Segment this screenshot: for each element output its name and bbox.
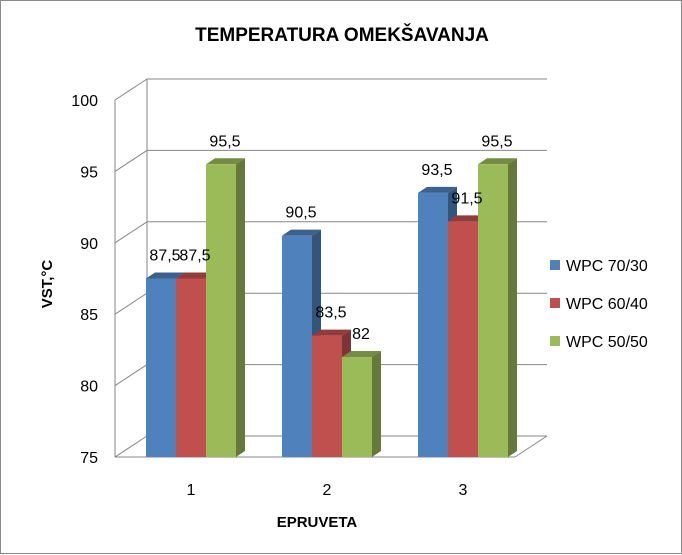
- bar: [312, 335, 342, 457]
- grid-diagonal: [114, 364, 148, 387]
- y-tick-label: 75: [80, 450, 98, 467]
- data-label: 83,5: [315, 305, 346, 322]
- bar-top: [342, 351, 381, 358]
- bar-top: [206, 158, 245, 165]
- data-label: 90,5: [285, 205, 316, 222]
- data-label: 91,5: [451, 190, 482, 207]
- legend-swatch: [550, 260, 560, 270]
- bar-side: [236, 158, 245, 457]
- legend-label: WPC 50/50: [566, 334, 648, 351]
- legend-label: WPC 70/30: [566, 258, 648, 275]
- y-tick-label: 100: [71, 93, 98, 110]
- grid-diagonal: [114, 435, 148, 458]
- floor-right-edge: [514, 435, 548, 458]
- bar-top: [312, 329, 351, 336]
- grid-diagonal: [114, 221, 148, 244]
- grid-diagonal: [114, 149, 148, 172]
- bar: [478, 164, 508, 457]
- bar: [176, 278, 206, 457]
- legend-swatch: [550, 336, 560, 346]
- data-labels: 87,587,5 95,5 90,5 83,5 82 93,5 91,5 95,5: [149, 133, 512, 343]
- bar-top: [478, 158, 517, 165]
- x-tick-label: 1: [187, 482, 196, 499]
- data-label: 95,5: [209, 133, 240, 150]
- legend: WPC 70/30 WPC 60/40 WPC 50/50: [550, 258, 648, 351]
- bar: [342, 357, 372, 457]
- bar-top: [418, 186, 457, 193]
- bar-side: [372, 351, 381, 457]
- bar: [282, 235, 312, 457]
- y-tick-label: 95: [80, 164, 98, 181]
- data-label: 87,5: [149, 248, 180, 265]
- bar: [448, 221, 478, 457]
- tick-labels: 75 80 85 90 95 100 1 2 3: [71, 93, 467, 499]
- legend-label: WPC 60/40: [566, 296, 648, 313]
- bar-top: [176, 272, 215, 279]
- bar-side: [508, 158, 517, 457]
- y-axis-title: VST,°C: [39, 260, 56, 309]
- legend-swatch: [550, 298, 560, 308]
- x-axis-title: EPRUVETA: [277, 514, 358, 531]
- data-label: 87,5: [179, 248, 210, 265]
- bar-top: [282, 229, 321, 236]
- chart-title: TEMPERATURA OMEKŠAVANJA: [195, 24, 489, 46]
- data-label: 95,5: [481, 133, 512, 150]
- bar-group: [146, 158, 517, 457]
- data-label: 93,5: [421, 162, 452, 179]
- bar-top: [146, 272, 185, 279]
- grid-diagonal: [114, 292, 148, 315]
- bar: [418, 192, 448, 457]
- x-tick-label: 3: [459, 482, 468, 499]
- bar: [206, 164, 236, 457]
- y-tick-label: 90: [80, 236, 98, 253]
- bar-top: [448, 215, 487, 222]
- y-tick-label: 85: [80, 307, 98, 324]
- y-tick-label: 80: [80, 379, 98, 396]
- bar: [146, 278, 176, 457]
- grid-diagonal: [114, 78, 148, 101]
- x-tick-label: 2: [323, 482, 332, 499]
- data-label: 82: [352, 326, 370, 343]
